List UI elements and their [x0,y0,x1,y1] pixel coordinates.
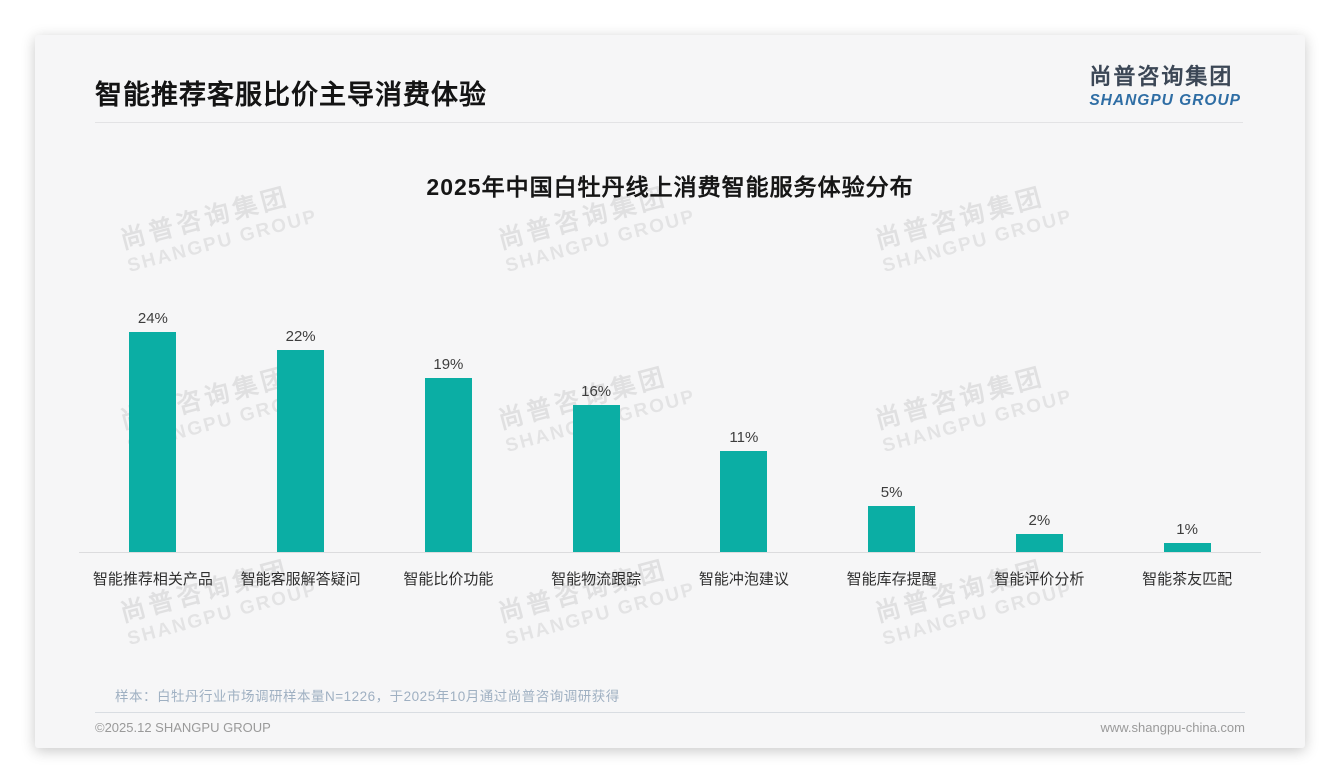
copyright-text: ©2025.12 SHANGPU GROUP [95,720,271,735]
bar [129,331,177,552]
bar-chart: 24% 22% 19% 16% 11% 5% 2% 1% 智能推荐相关产品 智能客服解答疑问 智能… [79,303,1261,589]
x-axis-category-label: 智能茶友匹配 [1142,571,1233,588]
x-axis-category-label: 智能客服解答疑问 [240,571,361,588]
x-axis-category-label: 智能冲泡建议 [698,571,789,588]
footer: ©2025.12 SHANGPU GROUP www.shangpu-china… [95,720,1245,735]
slide-card: 尚普咨询集团 SHANGPU GROUP 尚普咨询集团 SHANGPU GROUP 尚普… [35,35,1305,748]
bar-value-label: 5% [880,484,903,502]
x-axis-category-label: 智能推荐相关产品 [92,571,213,588]
bar [572,405,620,552]
footer-divider [95,712,1245,713]
bar-column: 2% [966,303,1114,552]
bar-value-label: 1% [1176,520,1198,538]
bar-value-label: 16% [581,383,612,401]
bar-value-label: 24% [137,309,168,327]
company-logo: 尚普咨询集团 SHANGPU GROUP [1089,59,1241,110]
bar [1163,542,1211,552]
bar-column: 5% [818,303,966,552]
sample-note: 样本：白牡丹行业市场调研样本量N=1226，于2025年10月通过尚普咨询调研获… [115,689,620,704]
x-axis-category-label: 智能物流跟踪 [551,571,642,588]
website-text: www.shangpu-china.com [1100,720,1245,735]
bar-value-label: 19% [433,355,464,373]
bar-value-label: 2% [1028,511,1051,529]
logo-text-cn: 尚普咨询集团 [1089,64,1234,89]
bar-value-label: 11% [729,429,759,447]
watermark-text-en: SHANGPU GROUP [880,205,1075,277]
bar-value-label: 22% [285,328,316,346]
bar-column: 1% [1113,303,1261,552]
watermark-text-en: SHANGPU GROUP [125,205,320,277]
bar [277,350,325,552]
chart-title: 2025年中国白牡丹线上消费智能服务体验分布 [426,174,914,200]
bar-chart-plot: 24% 22% 19% 16% 11% 5% 2% 1% [79,303,1261,553]
page-title: 智能推荐客服比价主导消费体验 [95,80,487,110]
bar-column: 11% [670,303,818,552]
x-axis-category-label: 智能评价分析 [994,571,1085,588]
logo-text-en: SHANGPU GROUP [1089,92,1241,109]
header-divider [95,122,1243,123]
bar [1015,533,1063,552]
bar-column: 22% [227,303,375,552]
bar-column: 19% [375,303,523,552]
x-axis-category-row: 智能推荐相关产品 智能客服解答疑问 智能比价功能 智能物流跟踪 智能冲泡建议 智能库存提醒… [79,553,1261,589]
bar [720,451,768,552]
bar-column: 24% [79,303,227,552]
x-axis-category-label: 智能库存提醒 [846,571,937,588]
watermark-text-en: SHANGPU GROUP [503,205,698,277]
bar-column: 16% [522,303,670,552]
bar [868,506,916,552]
x-axis-category-label: 智能比价功能 [403,571,494,588]
bar [424,377,472,552]
